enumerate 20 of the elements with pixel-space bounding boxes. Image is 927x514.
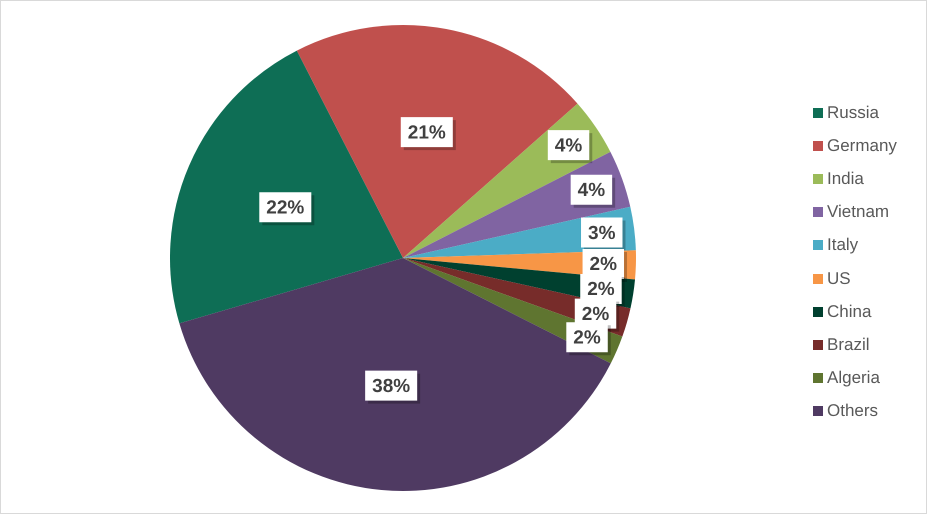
legend-label: India (827, 168, 864, 189)
data-label: 22% (266, 198, 304, 219)
legend-label: Brazil (827, 334, 870, 355)
data-label: 21% (408, 122, 446, 144)
legend-label: Germany (827, 136, 897, 156)
data-label: 3% (588, 222, 616, 244)
data-label: 2% (582, 304, 610, 325)
data-label: 2% (573, 327, 601, 348)
data-label: 4% (578, 180, 606, 202)
legend-label: Algeria (827, 368, 880, 388)
legend-label: Vietnam (827, 202, 890, 222)
data-label: 38% (372, 376, 410, 397)
data-label: 4% (554, 135, 582, 156)
legend-label: Russia (827, 102, 879, 123)
legend-label: China (827, 302, 872, 322)
legend-label: US (827, 268, 851, 289)
data-label: 2% (587, 279, 615, 300)
legend-label: Others (827, 401, 878, 422)
legend-label: Italy (827, 235, 858, 256)
data-label: 2% (590, 254, 618, 276)
